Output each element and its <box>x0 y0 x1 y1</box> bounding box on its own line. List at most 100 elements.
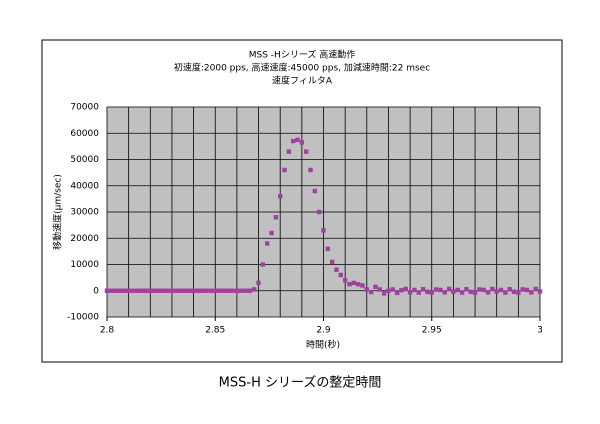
marker <box>464 286 469 292</box>
y-tick-label: 10000 <box>70 260 99 270</box>
y-tick-label: -10000 <box>67 313 99 323</box>
marker <box>446 286 452 292</box>
marker <box>442 290 447 295</box>
marker <box>498 287 504 293</box>
marker <box>338 272 344 278</box>
marker <box>381 291 387 296</box>
y-tick-label: 30000 <box>70 208 99 218</box>
marker <box>217 288 222 293</box>
marker <box>178 288 183 293</box>
marker <box>182 288 188 293</box>
marker <box>191 288 196 293</box>
marker <box>503 290 508 295</box>
marker <box>511 289 517 294</box>
marker <box>429 290 434 295</box>
marker <box>117 288 123 293</box>
marker <box>204 288 209 293</box>
marker <box>416 290 421 295</box>
marker <box>269 230 274 236</box>
marker <box>520 287 525 292</box>
marker <box>148 288 153 293</box>
marker <box>507 286 512 292</box>
y-tick-label: 70000 <box>70 103 99 113</box>
marker <box>282 167 287 173</box>
marker <box>364 287 369 292</box>
marker <box>256 280 261 286</box>
marker <box>143 288 149 293</box>
marker <box>303 149 309 154</box>
chart-subtitle: 初速度:2000 pps, 高速速度:45000 pps, 加減速時間:22 m… <box>174 62 430 74</box>
marker <box>524 287 530 293</box>
marker <box>260 262 266 267</box>
marker <box>399 288 404 293</box>
marker <box>295 137 300 143</box>
marker <box>265 241 270 246</box>
marker <box>239 288 244 293</box>
marker <box>321 228 326 233</box>
marker <box>451 289 456 294</box>
marker <box>373 284 378 290</box>
marker <box>485 290 491 295</box>
marker <box>360 283 365 288</box>
caption: MSS-H シリーズの整定時間 <box>219 375 382 391</box>
marker <box>290 138 296 144</box>
marker <box>104 288 110 293</box>
marker <box>113 288 118 293</box>
marker <box>230 288 235 293</box>
marker <box>156 288 162 293</box>
marker <box>494 289 499 294</box>
marker <box>200 288 205 293</box>
x-tick-label: 2.8 <box>100 326 115 336</box>
marker <box>174 288 179 293</box>
y-tick-label: 40000 <box>70 181 99 191</box>
marker <box>490 286 495 292</box>
chart-title: MSS -Hシリーズ 高速動作 <box>249 49 355 61</box>
marker <box>278 194 283 199</box>
marker <box>403 286 408 292</box>
x-axis-title: 時間(秒) <box>306 339 340 351</box>
marker <box>135 288 140 293</box>
marker <box>394 290 400 296</box>
marker <box>208 288 214 293</box>
marker <box>316 209 322 215</box>
marker <box>438 287 443 293</box>
marker <box>537 289 543 294</box>
marker <box>412 287 417 293</box>
marker <box>213 288 218 293</box>
marker <box>299 140 305 145</box>
marker <box>226 288 231 293</box>
marker <box>109 288 114 293</box>
marker <box>433 287 439 292</box>
marker <box>347 281 352 287</box>
marker <box>325 246 331 251</box>
marker <box>481 287 486 293</box>
marker <box>342 278 348 283</box>
marker <box>334 267 339 272</box>
y-tick-label: 0 <box>93 286 99 296</box>
marker <box>377 287 382 292</box>
marker <box>533 286 538 292</box>
x-tick-label: 3 <box>537 326 543 336</box>
marker <box>273 215 279 220</box>
marker <box>477 287 482 292</box>
marker <box>351 280 357 286</box>
marker <box>516 290 521 295</box>
marker <box>252 287 257 292</box>
marker <box>161 288 166 293</box>
marker <box>420 286 426 292</box>
marker <box>152 288 157 293</box>
y-axis-title: 移動速度(μm/sec) <box>52 174 64 250</box>
marker <box>455 287 460 293</box>
y-tick-label: 60000 <box>70 129 99 139</box>
marker <box>187 288 192 293</box>
marker <box>234 288 240 293</box>
x-tick-label: 2.9 <box>316 326 331 336</box>
chart-subtitle: 速度フィルタA <box>272 75 333 87</box>
marker <box>459 290 465 295</box>
marker <box>165 288 170 293</box>
marker <box>390 287 395 292</box>
marker <box>425 289 430 294</box>
marker <box>308 167 313 173</box>
marker <box>169 288 175 293</box>
